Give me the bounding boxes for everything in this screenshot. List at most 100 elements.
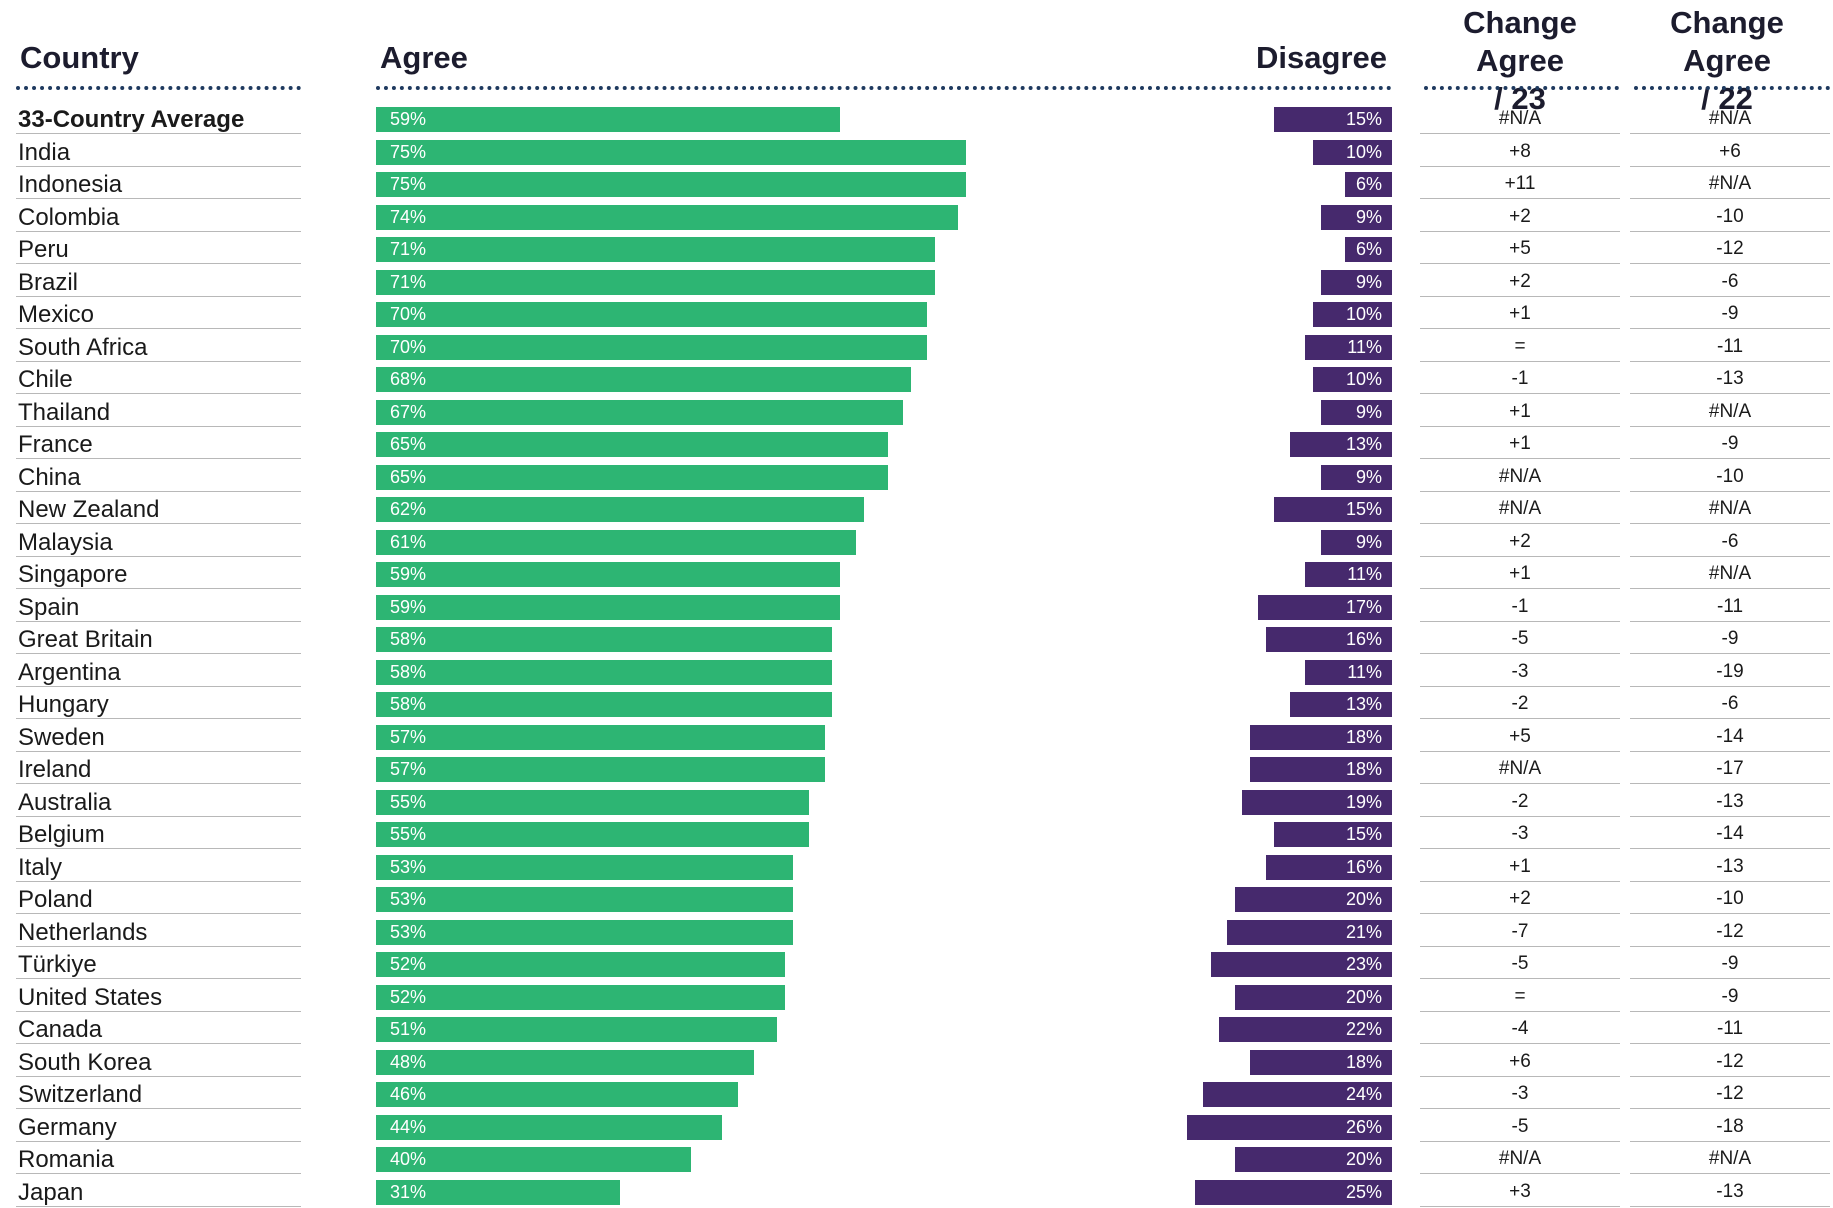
- change-22-value: -13: [1630, 1181, 1830, 1203]
- change-22-value: -10: [1630, 466, 1830, 488]
- agree-bar: [376, 107, 840, 132]
- row-divider: [1630, 1076, 1830, 1077]
- change-22-value: -13: [1630, 791, 1830, 813]
- change-23-value: +5: [1420, 238, 1620, 260]
- country-name: Canada: [18, 1016, 102, 1044]
- header-change-22: Change Agree/ 22: [1624, 4, 1830, 118]
- row-divider: [1420, 328, 1620, 329]
- change-23-value: +2: [1420, 531, 1620, 553]
- row-divider: [1630, 881, 1830, 882]
- agree-bar: [376, 465, 888, 490]
- row-divider: [1630, 978, 1830, 979]
- row-divider: [1420, 231, 1620, 232]
- agree-bar: [376, 822, 809, 847]
- change-23-value: -1: [1420, 368, 1620, 390]
- disagree-label: 9%: [1356, 467, 1382, 488]
- row-divider: [1420, 1043, 1620, 1044]
- disagree-label: 11%: [1347, 564, 1382, 585]
- row-divider: [16, 978, 301, 979]
- row-divider: [1420, 491, 1620, 492]
- agree-label: 65%: [390, 467, 426, 488]
- disagree-label: 19%: [1346, 792, 1382, 813]
- disagree-label: 25%: [1346, 1182, 1382, 1203]
- agree-label: 51%: [390, 1019, 426, 1040]
- row-divider: [1630, 946, 1830, 947]
- country-name: Brazil: [18, 269, 78, 297]
- agree-label: 57%: [390, 727, 426, 748]
- change-22-value: #N/A: [1630, 173, 1830, 195]
- agree-label: 53%: [390, 889, 426, 910]
- agree-label: 59%: [390, 564, 426, 585]
- agree-bar: [376, 172, 966, 197]
- agree-bar: [376, 497, 864, 522]
- agree-bar: [376, 1115, 722, 1140]
- agree-bar: [376, 432, 888, 457]
- agree-bar: [376, 562, 840, 587]
- row-divider: [16, 133, 301, 134]
- country-name: South Africa: [18, 334, 147, 362]
- row-divider: [1420, 166, 1620, 167]
- agree-label: 31%: [390, 1182, 426, 1203]
- country-name: New Zealand: [18, 496, 159, 524]
- change-22-value: -6: [1630, 693, 1830, 715]
- row-divider: [1630, 621, 1830, 622]
- change-23-value: -4: [1420, 1018, 1620, 1040]
- country-name: Switzerland: [18, 1081, 142, 1109]
- change-22-value: -14: [1630, 823, 1830, 845]
- country-name: Sweden: [18, 724, 105, 752]
- row-divider: [1630, 783, 1830, 784]
- country-name: France: [18, 431, 93, 459]
- agree-label: 70%: [390, 337, 426, 358]
- header-disagree: Disagree: [1256, 40, 1387, 76]
- row-divider: [1630, 1206, 1830, 1207]
- change-22-value: -12: [1630, 1051, 1830, 1073]
- change-23-value: -7: [1420, 921, 1620, 943]
- row-divider: [16, 881, 301, 882]
- row-divider: [1630, 296, 1830, 297]
- agree-label: 53%: [390, 857, 426, 878]
- row-divider: [1630, 361, 1830, 362]
- disagree-label: 18%: [1346, 727, 1382, 748]
- disagree-label: 13%: [1346, 694, 1382, 715]
- change-23-value: #N/A: [1420, 758, 1620, 780]
- country-name: Belgium: [18, 821, 105, 849]
- country-name: Singapore: [18, 561, 127, 589]
- change-23-value: #N/A: [1420, 498, 1620, 520]
- row-divider: [1630, 1108, 1830, 1109]
- row-divider: [1420, 1011, 1620, 1012]
- disagree-label: 16%: [1346, 629, 1382, 650]
- change-23-value: +1: [1420, 433, 1620, 455]
- disagree-label: 15%: [1346, 824, 1382, 845]
- row-divider: [1630, 848, 1830, 849]
- change-23-value: =: [1420, 336, 1620, 358]
- change-23-value: -2: [1420, 791, 1620, 813]
- agree-label: 74%: [390, 207, 426, 228]
- row-divider: [1630, 426, 1830, 427]
- agree-bar: [376, 1017, 777, 1042]
- change-23-value: #N/A: [1420, 108, 1620, 130]
- row-divider: [1420, 783, 1620, 784]
- h22-line-1: Change Agree: [1624, 4, 1830, 80]
- agree-bar: [376, 270, 935, 295]
- row-divider: [1420, 881, 1620, 882]
- change-23-value: +6: [1420, 1051, 1620, 1073]
- row-divider: [16, 1076, 301, 1077]
- change-22-value: -18: [1630, 1116, 1830, 1138]
- row-divider: [16, 393, 301, 394]
- change-22-value: -11: [1630, 1018, 1830, 1040]
- agree-label: 62%: [390, 499, 426, 520]
- change-22-value: -9: [1630, 303, 1830, 325]
- country-name: Hungary: [18, 691, 109, 719]
- row-divider: [16, 556, 301, 557]
- row-divider: [16, 1141, 301, 1142]
